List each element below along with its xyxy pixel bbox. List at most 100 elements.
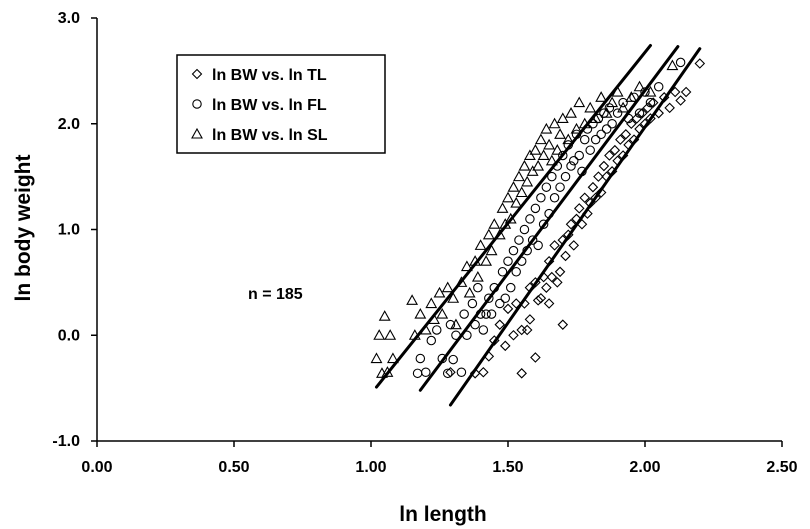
diamond-data-point — [554, 266, 566, 278]
circle-data-point — [514, 235, 524, 245]
circle-data-point — [467, 298, 478, 309]
triangle-data-point — [482, 228, 495, 240]
triangle-data-point — [565, 107, 577, 118]
triangle-data-point — [485, 244, 498, 256]
circle-data-point — [508, 245, 519, 256]
triangle-data-point — [562, 133, 575, 145]
regression-line — [418, 45, 680, 392]
x-tick-label: 2.50 — [766, 459, 797, 476]
diamond-data-point — [636, 107, 648, 119]
circle-data-point — [530, 203, 541, 214]
y-tick-label: -1.0 — [52, 433, 80, 450]
diamond-data-point — [579, 192, 590, 204]
x-tick-label: 2.00 — [629, 459, 660, 476]
circle-data-point — [560, 171, 571, 182]
y-tick-label: 3.0 — [58, 10, 80, 27]
legend-marker-diamond — [191, 68, 203, 80]
diamond-data-point — [664, 102, 675, 114]
triangle-data-point — [532, 159, 545, 171]
triangle-data-point — [450, 318, 462, 330]
diamond-data-point — [565, 218, 577, 230]
triangle-data-point — [510, 196, 523, 208]
diamond-data-point — [620, 129, 632, 140]
circle-data-point — [456, 367, 467, 378]
circle-data-point — [426, 335, 437, 346]
triangle-data-point — [455, 276, 468, 287]
circle-data-point — [497, 267, 508, 277]
y-axis-title: ln body weight — [12, 155, 35, 302]
circle-data-point — [448, 354, 458, 365]
diamond-data-point — [568, 240, 580, 251]
circle-data-point — [596, 129, 606, 140]
diamond-data-point — [494, 319, 506, 330]
y-tick-label: 2.0 — [58, 116, 80, 133]
circle-data-point — [675, 57, 686, 68]
diamond-data-point — [609, 144, 621, 156]
circle-data-point — [618, 97, 628, 108]
triangle-data-point — [474, 239, 487, 250]
triangle-data-point — [460, 260, 473, 272]
circle-data-point — [421, 367, 431, 378]
triangle-data-point — [545, 154, 558, 166]
legend-label: ln BW vs. ln FL — [212, 97, 327, 114]
circle-data-point — [459, 309, 469, 319]
diamond-data-point — [598, 160, 610, 172]
triangle-data-point — [496, 202, 509, 213]
diamond-data-point — [552, 277, 563, 288]
circle-data-point — [645, 97, 656, 108]
x-tick-label: 1.00 — [355, 459, 386, 476]
legend-box — [176, 54, 386, 154]
diamond-data-point — [510, 298, 522, 309]
diamond-data-point — [595, 187, 607, 198]
circle-data-point — [415, 353, 426, 364]
triangle-data-point — [584, 101, 597, 113]
circle-data-point — [612, 108, 623, 118]
circle-data-point — [511, 267, 521, 277]
triangle-data-point — [502, 191, 514, 203]
circle-data-point — [541, 182, 552, 192]
triangle-data-point — [386, 352, 399, 364]
circle-data-point — [653, 81, 664, 92]
diamond-data-point — [557, 319, 569, 330]
circle-data-point — [585, 145, 595, 155]
circle-data-point — [481, 309, 491, 319]
diamond-data-point — [549, 240, 560, 251]
legend-marker-triangle — [191, 127, 203, 139]
circle-data-point — [549, 193, 560, 203]
diamond-data-point — [516, 368, 527, 379]
legend-label: ln BW vs. ln TL — [212, 67, 327, 84]
triangle-data-point — [523, 149, 536, 161]
regression-line — [448, 47, 702, 407]
regression-line — [374, 43, 652, 389]
triangle-data-point — [573, 96, 586, 108]
diamond-data-point — [680, 86, 692, 98]
diamond-data-point — [516, 324, 527, 336]
diamond-data-point — [587, 181, 599, 193]
triangle-data-point — [425, 297, 438, 309]
circle-data-point — [495, 298, 505, 309]
diamond-data-point — [535, 292, 547, 304]
diamond-data-point — [521, 324, 533, 336]
diamond-data-point — [532, 295, 544, 306]
circle-data-point — [486, 309, 497, 319]
circle-data-point — [569, 156, 579, 166]
triangle-data-point — [570, 122, 583, 134]
circle-data-point — [533, 240, 543, 251]
diamond-data-point — [502, 303, 514, 315]
x-axis-ticks: 0.00 0.50 1.00 1.50 2.00 2.50 — [81, 441, 798, 476]
circle-data-point — [601, 124, 612, 134]
diamond-data-point — [546, 271, 558, 283]
triangle-data-point — [534, 133, 547, 145]
triangle-data-point — [521, 175, 534, 187]
diamond-data-point — [647, 97, 659, 108]
x-axis-title: ln length — [399, 503, 487, 526]
triangle-data-point — [513, 170, 525, 182]
triangle-data-point — [441, 281, 454, 293]
diamond-data-point — [590, 192, 601, 204]
circle-data-point — [484, 293, 494, 303]
circle-data-point — [607, 119, 617, 129]
diamond-data-point — [560, 250, 571, 262]
regression-lines — [374, 43, 702, 407]
diamond-data-point — [508, 329, 519, 341]
